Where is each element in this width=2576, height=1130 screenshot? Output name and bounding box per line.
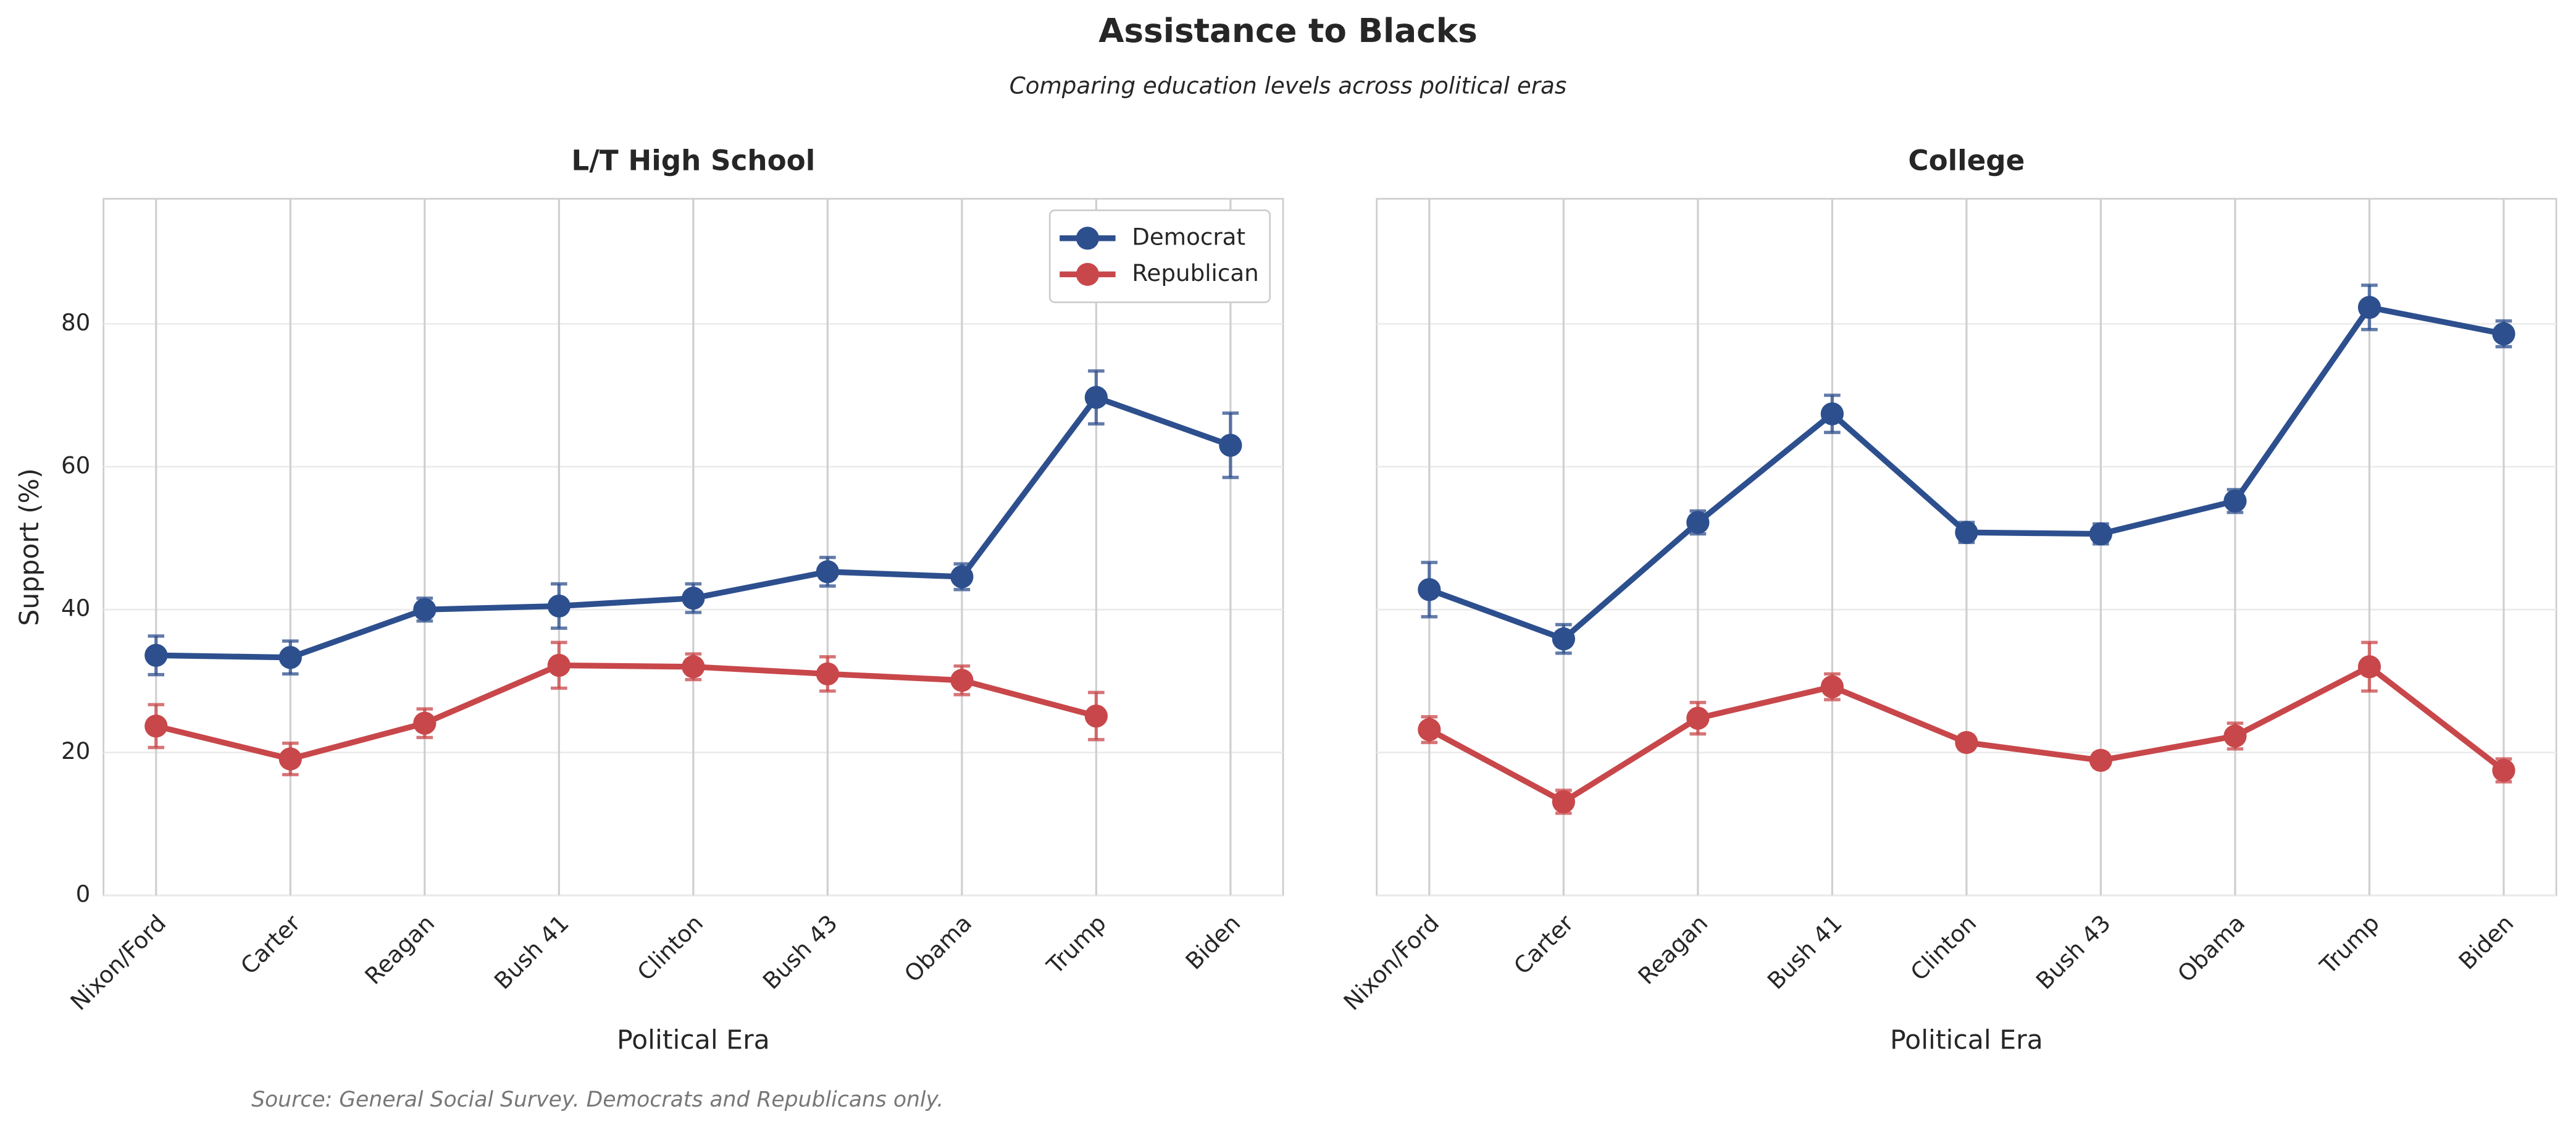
x-tick-label: Carter	[235, 909, 306, 979]
x-axis-label: Political Era	[1890, 1024, 2043, 1055]
data-point	[816, 560, 839, 584]
data-point	[816, 662, 839, 685]
data-point	[1219, 433, 1242, 457]
data-point	[278, 646, 302, 669]
x-tick-label: Obama	[899, 910, 977, 987]
y-tick-label: 20	[61, 737, 90, 764]
data-point	[682, 587, 705, 610]
data-point	[1955, 730, 1978, 755]
data-point	[144, 643, 168, 667]
panel-title: College	[1908, 144, 2025, 177]
data-point	[1552, 790, 1575, 814]
y-tick-label: 0	[76, 881, 91, 908]
data-point	[950, 565, 974, 588]
data-point	[413, 598, 437, 621]
x-tick-label: Carter	[1508, 909, 1579, 979]
series-line	[155, 662, 1097, 762]
data-point	[1084, 705, 1108, 728]
data-point	[1686, 706, 1710, 730]
data-point	[1955, 521, 1978, 544]
x-tick-label: Nixon/Ford	[65, 910, 171, 1016]
data-point	[950, 669, 974, 692]
x-tick-label: Bush 43	[758, 910, 843, 995]
data-point	[2492, 322, 2515, 346]
data-point	[1820, 675, 1844, 698]
data-point	[2357, 296, 2382, 319]
data-point	[547, 653, 571, 677]
data-point	[547, 594, 571, 618]
legend-box	[1048, 209, 1271, 303]
x-tick-label: Biden	[2453, 910, 2519, 975]
x-tick-label: Reagan	[1633, 910, 1713, 990]
x-tick-label: Bush 43	[2031, 910, 2116, 995]
x-tick-label: Obama	[2172, 910, 2250, 987]
data-point	[1686, 511, 1710, 534]
legend-marker	[1076, 262, 1100, 286]
data-point	[413, 711, 437, 735]
legend-marker	[1076, 227, 1100, 250]
chart-title: Assistance to Blacks	[1098, 12, 1478, 50]
x-tick-label: Bush 41	[1762, 910, 1847, 995]
x-tick-label: Bush 41	[489, 910, 574, 995]
x-tick-label: Trump	[1041, 910, 1111, 980]
x-tick-label: Clinton	[1905, 910, 1981, 986]
y-axis-label: Support (%)	[14, 468, 45, 626]
data-point	[2223, 724, 2247, 748]
source-note: Source: General Social Survey. Democrats…	[251, 1087, 943, 1112]
data-point	[2089, 522, 2113, 546]
data-point	[2223, 489, 2247, 513]
x-tick-label: Trump	[2314, 910, 2385, 980]
data-point	[2357, 655, 2382, 679]
data-point	[2089, 748, 2113, 772]
data-point	[278, 747, 302, 771]
y-tick-label: 60	[61, 451, 90, 479]
data-point	[682, 655, 705, 679]
x-axis-label: Political Era	[617, 1024, 770, 1055]
chart-subtitle: Comparing education levels across politi…	[1010, 72, 1567, 99]
data-point	[1552, 627, 1575, 651]
y-tick-label: 40	[61, 595, 90, 622]
data-point	[1418, 718, 1441, 742]
data-point	[1418, 578, 1441, 601]
data-point	[1084, 385, 1108, 409]
legend-label: Democrat	[1132, 223, 1245, 250]
legend: Democrat Republican	[1048, 209, 1271, 303]
x-tick-label: Biden	[1180, 910, 1245, 975]
panel-title: L/T High School	[571, 144, 815, 177]
data-point	[144, 714, 168, 738]
data-point	[2492, 758, 2515, 782]
y-tick-label: 80	[61, 309, 90, 336]
x-tick-label: Reagan	[359, 910, 440, 990]
x-tick-label: Nixon/Ford	[1338, 910, 1444, 1016]
data-point	[1820, 402, 1844, 425]
x-tick-label: Clinton	[632, 910, 708, 986]
legend-label: Republican	[1132, 259, 1259, 287]
